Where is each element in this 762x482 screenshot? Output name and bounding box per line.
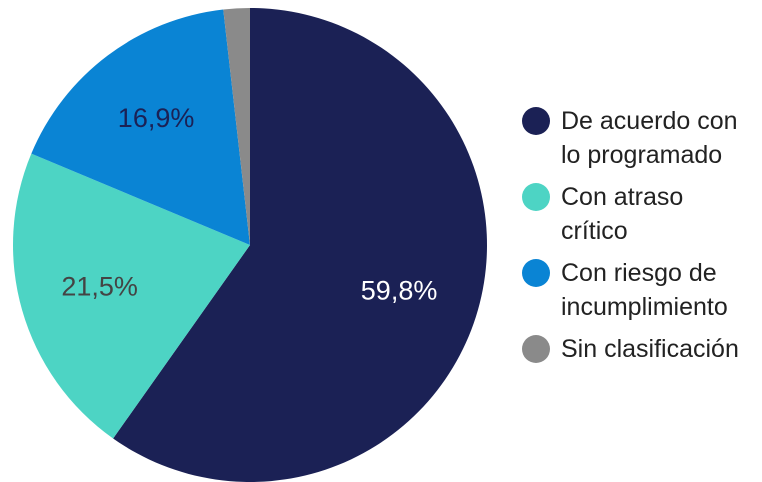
legend-marker [522, 183, 550, 211]
legend-marker [522, 259, 550, 287]
pie-slice [12, 153, 251, 439]
pie-slice [113, 8, 488, 482]
legend-marker [522, 335, 550, 363]
slice-label: 16,9% [118, 103, 195, 133]
legend-label: De acuerdo con lo programado [561, 107, 738, 169]
legend-label: Sin clasificación [561, 335, 739, 363]
legend-item: Sin clasificación [522, 332, 762, 366]
legend-item: Con riesgo de incumplimiento [522, 256, 762, 324]
legend-marker [522, 107, 550, 135]
slice-label: 21,5% [61, 271, 138, 301]
pie: 59,8% 21,5% 16,9% [12, 8, 488, 482]
slice-label: 59,8% [361, 276, 438, 306]
legend-item: De acuerdo con lo programado [522, 104, 762, 172]
legend-item: Con atraso crítico [522, 180, 762, 248]
legend: De acuerdo con lo programado Con atraso c… [522, 104, 762, 374]
pie-slice [31, 9, 250, 246]
legend-label: Con riesgo de incumplimiento [561, 259, 728, 321]
legend-label: Con atraso crítico [561, 183, 684, 245]
pie-slice [223, 8, 250, 245]
